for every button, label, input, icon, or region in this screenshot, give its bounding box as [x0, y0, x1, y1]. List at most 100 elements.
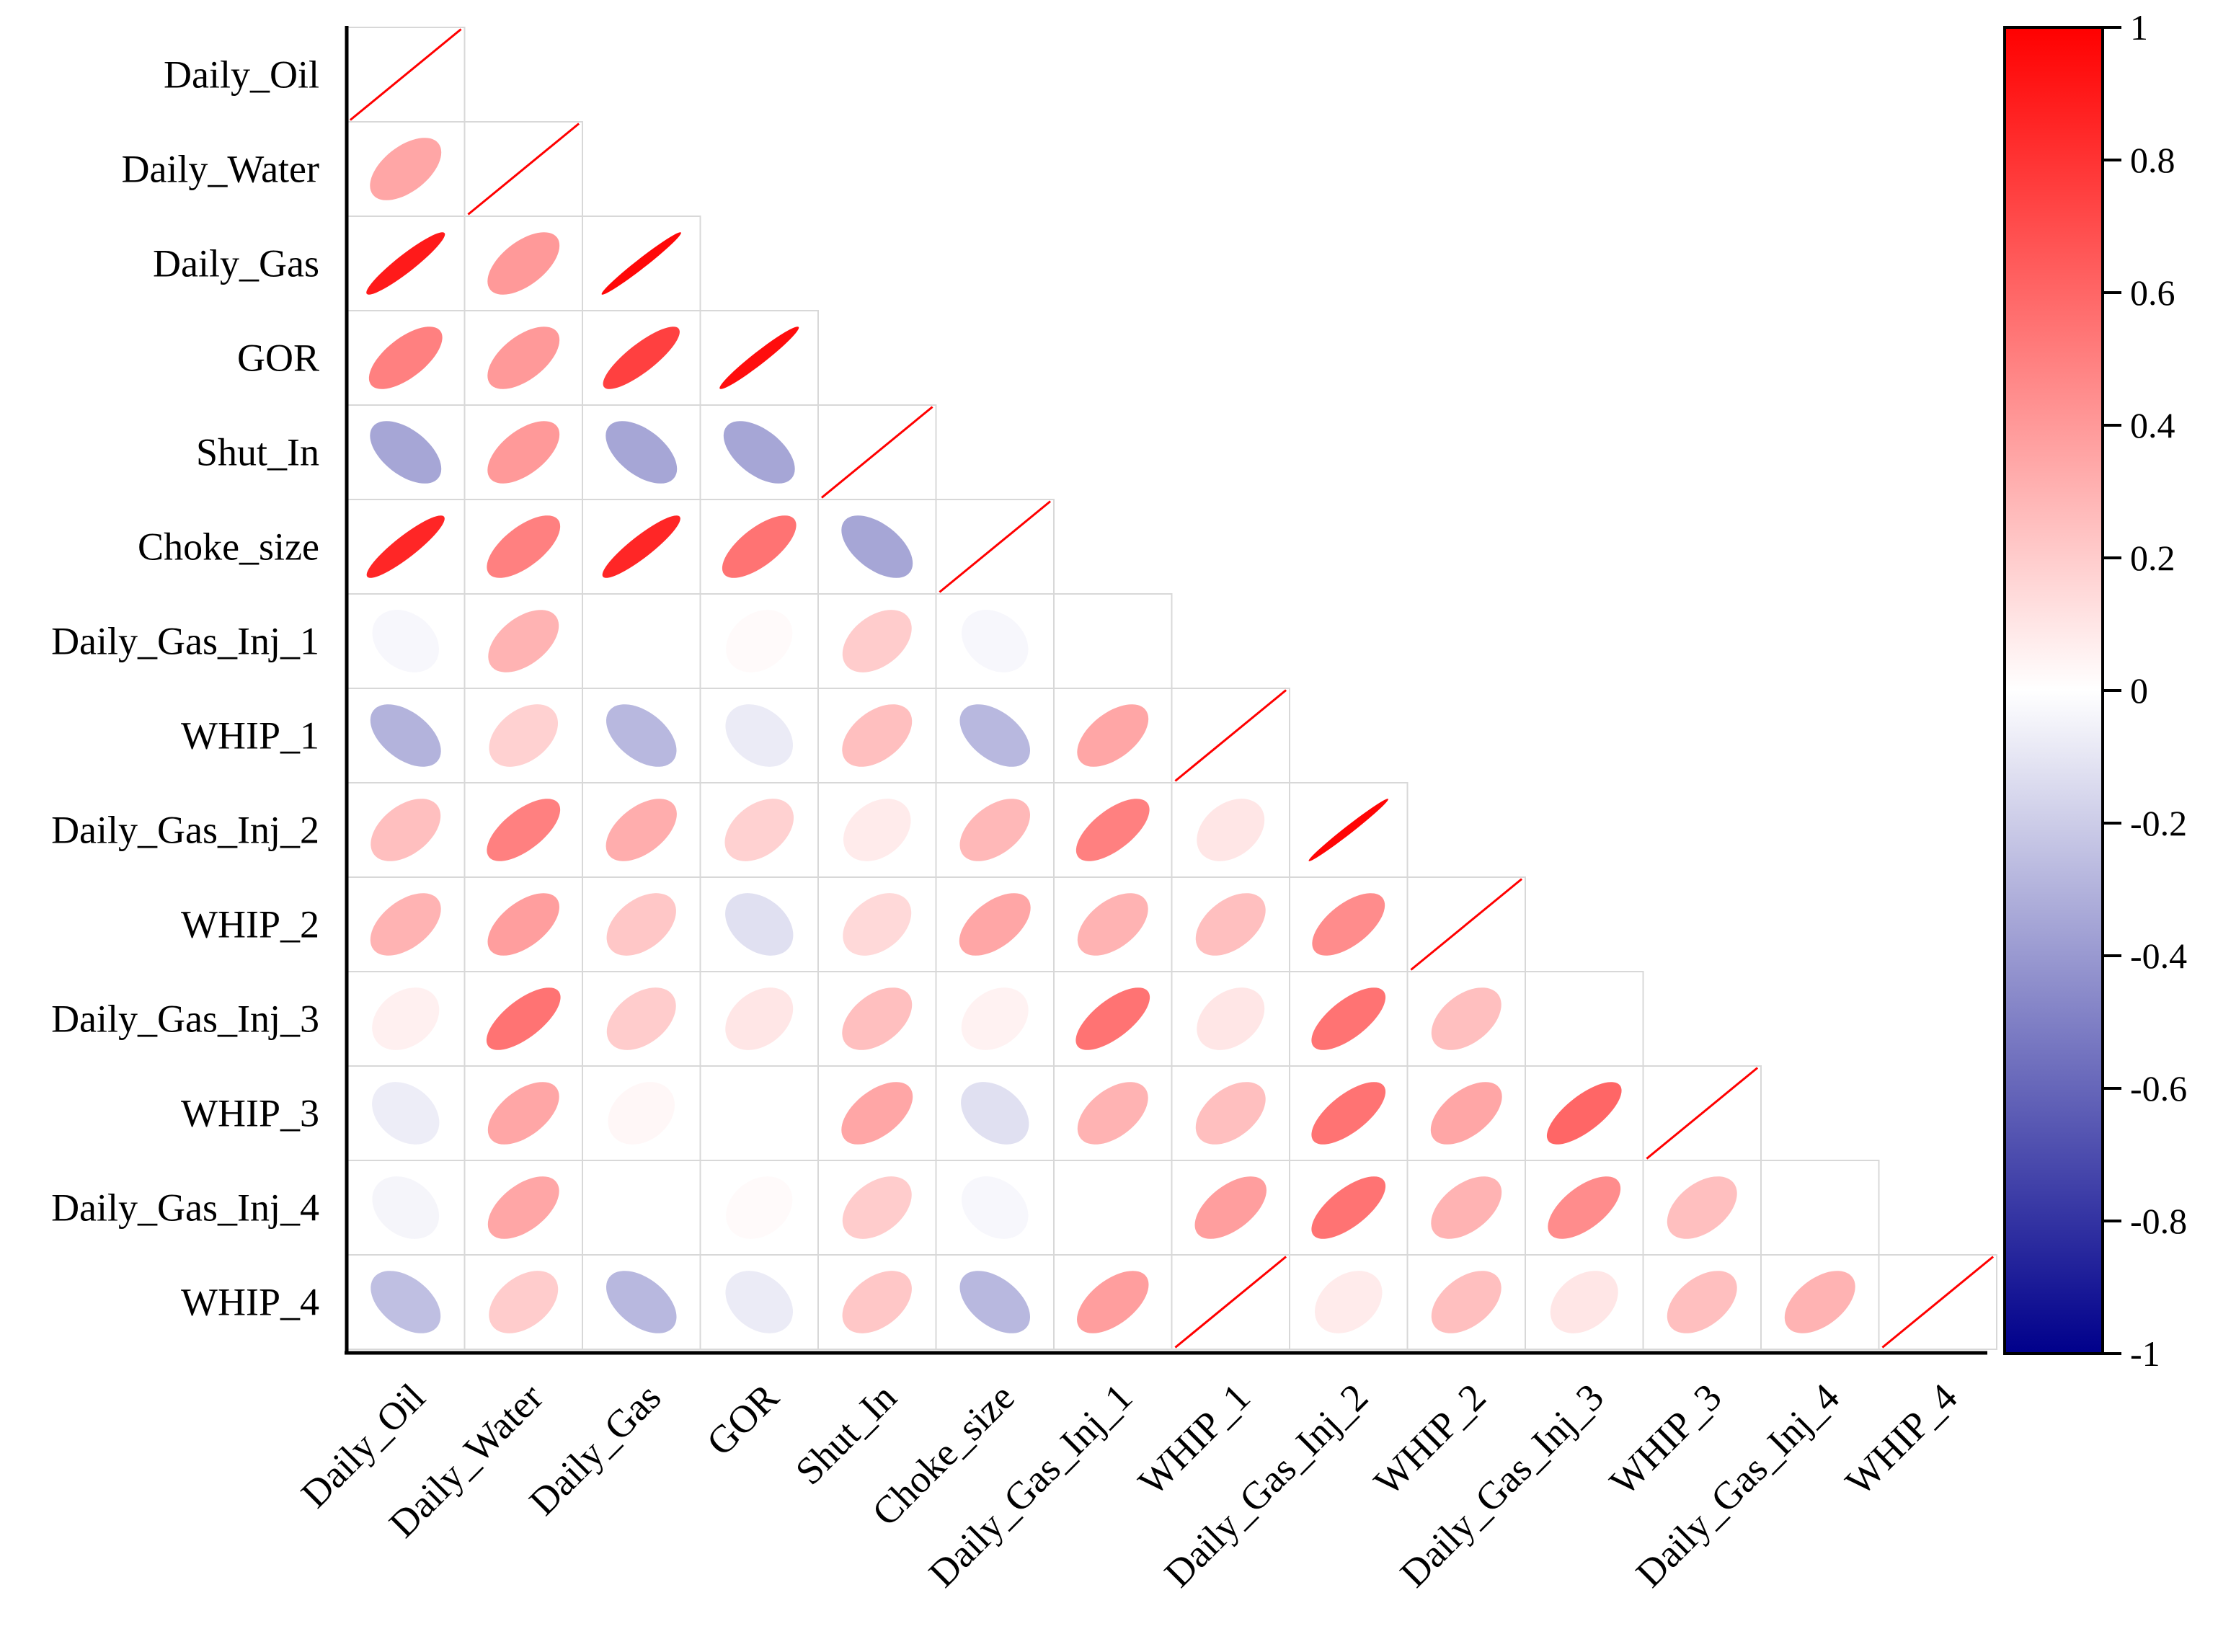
ellipse-WHIP_1-Choke_size: [959, 704, 1031, 767]
row-label-WHIP_1: WHIP_1: [181, 714, 319, 758]
ellipse-WHIP_3-Daily_Gas: [608, 1082, 675, 1145]
ellipse-WHIP_4-Daily_Water: [489, 1271, 559, 1333]
ellipse-WHIP_3-Choke_size: [961, 1082, 1029, 1145]
colorbar-tick-label-0: 0: [2130, 670, 2148, 711]
ellipse-GOR-Daily_Water: [487, 327, 560, 389]
ellipse-Choke_size-Daily_Water: [487, 515, 561, 578]
ellipse-Daily_Gas_Inj_1-GOR: [726, 610, 793, 672]
ellipse-WHIP_2-Daily_Oil: [370, 893, 441, 956]
ellipse-WHIP_2-Daily_Gas: [606, 893, 676, 956]
ellipse-Daily_Gas_Inj_4-WHIP_1: [1194, 1176, 1267, 1239]
ellipse-GOR-Daily_Oil: [368, 327, 443, 389]
col-label-Daily_Gas_Inj_1: Daily_Gas_Inj_1: [921, 1375, 1140, 1595]
ellipse-Daily_Gas_Inj_4-Daily_Oil: [372, 1176, 440, 1239]
ellipse-WHIP_3-Daily_Water: [487, 1082, 559, 1145]
ellipse-WHIP_3-Daily_Gas_Inj_2: [1311, 1082, 1386, 1145]
ellipse-WHIP_3-Daily_Oil: [372, 1082, 440, 1145]
ellipse-Daily_Gas_Inj_2-Daily_Gas_Inj_2: [1308, 799, 1388, 861]
colorbar-tick-label--0.2: -0.2: [2130, 803, 2187, 843]
ellipse-Daily_Gas_Inj_3-WHIP_1: [1197, 987, 1265, 1050]
col-label-Daily_Gas: Daily_Gas: [521, 1375, 670, 1524]
ellipse-Daily_Gas_Inj_2-WHIP_1: [1197, 799, 1265, 861]
ellipse-WHIP_3-Daily_Gas_Inj_3: [1546, 1082, 1622, 1145]
col-label-Daily_Gas_Inj_3: Daily_Gas_Inj_3: [1392, 1375, 1612, 1595]
ellipse-Daily_Gas_Inj_4-Daily_Gas_Inj_4: [1786, 1176, 1853, 1239]
colorbar-tick-label-0.8: 0.8: [2130, 140, 2175, 180]
ellipse-WHIP_2-Shut_In: [843, 893, 912, 956]
ellipse-Shut_In-Daily_Gas: [605, 421, 678, 484]
cells-layer: [346, 27, 1997, 1350]
row-label-Daily_Gas_Inj_4: Daily_Gas_Inj_4: [51, 1186, 319, 1230]
row-label-Daily_Gas_Inj_3: Daily_Gas_Inj_3: [51, 998, 319, 1041]
ellipse-WHIP_3-WHIP_1: [1195, 1082, 1266, 1145]
colorbar-tick-label--0.4: -0.4: [2130, 936, 2187, 976]
ellipse-WHIP_4-Daily_Gas_Inj_4: [1784, 1271, 1855, 1333]
row-label-WHIP_3: WHIP_3: [181, 1092, 319, 1135]
ellipse-Daily_Gas_Inj_2-GOR: [724, 799, 794, 861]
ellipse-Shut_In-Daily_Water: [487, 421, 560, 484]
ellipse-Daily_Gas_Inj_4-GOR: [726, 1176, 793, 1239]
row-label-Daily_Water: Daily_Water: [121, 148, 319, 191]
row-label-GOR: GOR: [237, 337, 319, 380]
ellipse-Daily_Gas_Inj_1-Shut_In: [842, 610, 912, 672]
ellipse-Daily_Gas_Inj_3-Daily_Oil: [372, 987, 440, 1050]
ellipse-Daily_Gas_Inj_3-Daily_Gas_Inj_1: [1075, 987, 1150, 1050]
row-label-Daily_Gas: Daily_Gas: [153, 242, 319, 285]
colorbar: 1 0.8 0.6 0.4 0.2 0 -0.2 -0.4 -0.6 -0.8 -1: [2003, 7, 2187, 1374]
ellipse-Daily_Gas-Daily_Gas: [601, 232, 681, 295]
ellipse-Daily_Water-Daily_Water: [467, 123, 580, 216]
ellipse-WHIP_4-WHIP_4: [1881, 1256, 1995, 1349]
ellipse-Daily_Gas_Inj_2-Shut_In: [843, 799, 911, 861]
ellipse-WHIP_1-Daily_Gas_Inj_1: [1077, 704, 1149, 767]
ellipse-WHIP_1-Shut_In: [842, 704, 913, 767]
ellipse-WHIP_2-WHIP_2: [1410, 878, 1523, 971]
ellipse-Daily_Gas_Inj_4-WHIP_2: [1431, 1176, 1502, 1239]
ellipse-WHIP_4-WHIP_1: [1174, 1256, 1287, 1349]
colorbar-tick-label--0.6: -0.6: [2130, 1068, 2187, 1109]
ellipse-Daily_Gas_Inj_1-Daily_Oil: [372, 610, 439, 672]
ellipse-Daily_Gas_Inj_2-Daily_Gas_Inj_1: [1075, 799, 1150, 861]
axes-layer: [345, 26, 1987, 1355]
ellipse-Daily_Gas_Inj_4-WHIP_3: [1667, 1176, 1737, 1239]
ellipse-WHIP_3-WHIP_2: [1430, 1082, 1502, 1145]
row-label-Daily_Gas_Inj_2: Daily_Gas_Inj_2: [51, 809, 319, 852]
ellipse-WHIP_4-Shut_In: [842, 1271, 912, 1333]
ellipse-WHIP_2-Choke_size: [959, 893, 1031, 956]
ellipse-GOR-Daily_Gas: [603, 327, 680, 389]
ellipse-Choke_size-Daily_Gas: [602, 515, 680, 578]
ellipse-Daily_Gas-Daily_Oil: [366, 232, 445, 295]
ellipse-WHIP_4-Daily_Gas_Inj_1: [1077, 1271, 1149, 1333]
ellipse-Choke_size-Daily_Oil: [366, 515, 445, 578]
col-label-GOR: GOR: [698, 1375, 787, 1464]
ellipse-Daily_Gas_Inj_3-Shut_In: [842, 987, 913, 1050]
ellipse-WHIP_2-Daily_Gas_Inj_1: [1077, 893, 1148, 956]
ellipse-Daily_Gas_Inj_2-Daily_Water: [487, 799, 561, 861]
col-label-Shut_In: Shut_In: [787, 1375, 905, 1493]
ellipse-WHIP_1-Daily_Water: [489, 704, 559, 767]
ellipse-Shut_In-Shut_In: [820, 406, 933, 499]
ellipse-Daily_Gas_Inj_3-Daily_Gas: [606, 987, 676, 1050]
ellipse-Daily_Gas_Inj_1-Daily_Gas: [608, 610, 675, 672]
col-label-WHIP_4: WHIP_4: [1837, 1375, 1966, 1504]
ellipse-WHIP_4-GOR: [725, 1271, 793, 1333]
ellipse-Daily_Gas_Inj_4-Choke_size: [962, 1176, 1029, 1239]
ellipse-Daily_Gas_Inj_2-Daily_Oil: [371, 799, 441, 861]
row-label-Daily_Gas_Inj_1: Daily_Gas_Inj_1: [51, 620, 319, 663]
ellipse-Daily_Gas_Inj_4-Shut_In: [842, 1176, 912, 1239]
row-label-Daily_Oil: Daily_Oil: [164, 53, 319, 97]
ellipse-Daily_Gas_Inj_4-Daily_Gas_Inj_2: [1311, 1176, 1386, 1239]
colorbar-tick-label-1: 1: [2130, 7, 2148, 48]
ellipse-WHIP_3-Daily_Gas_Inj_1: [1077, 1082, 1148, 1145]
ellipse-Daily_Gas_Inj_2-Choke_size: [959, 799, 1031, 861]
col-label-Daily_Gas_Inj_4: Daily_Gas_Inj_4: [1628, 1375, 1847, 1595]
ellipse-Daily_Gas_Inj_4-Daily_Gas_Inj_3: [1548, 1176, 1621, 1239]
ellipse-Daily_Gas_Inj_2-Daily_Gas: [605, 799, 677, 861]
ellipse-Daily_Gas_Inj_3-Daily_Gas_Inj_2: [1311, 987, 1386, 1050]
ellipse-WHIP_3-GOR: [726, 1082, 793, 1145]
ellipse-Choke_size-Shut_In: [841, 515, 913, 578]
ellipse-Shut_In-GOR: [723, 421, 795, 484]
ellipse-Shut_In-Daily_Oil: [370, 421, 442, 484]
row-label-Choke_size: Choke_size: [138, 525, 319, 569]
colorbar-tick-label--0.8: -0.8: [2130, 1201, 2187, 1241]
